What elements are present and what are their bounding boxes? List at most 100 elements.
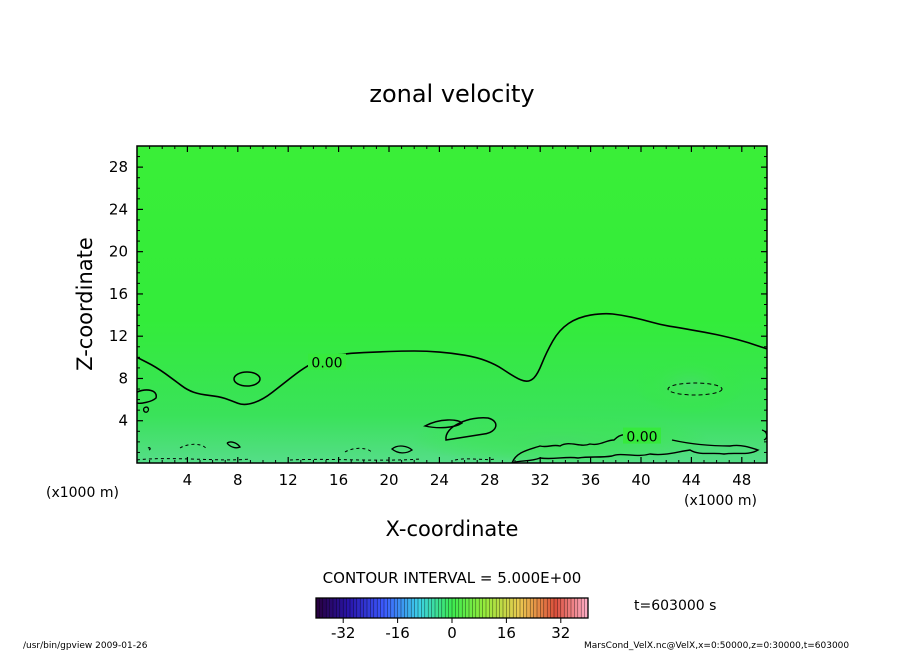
colorbar-cell (367, 598, 371, 618)
contour-line (142, 406, 150, 413)
y-tick-label: 12 (109, 327, 128, 345)
contour-dashed (179, 443, 207, 450)
x-tick-label: 24 (430, 471, 449, 489)
colorbar-cell (407, 598, 412, 618)
colorbar-cell (326, 598, 330, 618)
x-tick-label: 20 (379, 471, 398, 489)
colorbar-ticks: -32 -16 0 16 32 (331, 618, 570, 642)
contour-label-text: 0.00 (626, 430, 657, 446)
colorbar-cell (513, 598, 517, 618)
colorbar-cell (550, 598, 555, 618)
colorbar-cell (418, 598, 422, 618)
colorbar-cell (458, 598, 463, 618)
colorbar-cell (319, 598, 324, 618)
velocity-field (137, 146, 767, 463)
colorbar-cell (486, 598, 490, 618)
contour-label: 0.00 (623, 427, 661, 446)
contour-line (137, 389, 157, 404)
zero-contour-line (137, 312, 767, 406)
colorbar-cell (567, 598, 572, 618)
x-tick-label: 12 (279, 471, 298, 489)
y-tick-label: 16 (109, 285, 128, 303)
colorbar-cell (384, 598, 388, 618)
colorbar-cell (322, 598, 327, 618)
contour-label: 0.00 (308, 353, 346, 372)
colorbar-cell (380, 598, 385, 618)
contour-closed (390, 445, 414, 454)
colorbar-cell (428, 598, 432, 618)
colorbar-cell (373, 598, 378, 618)
y-tick-label: 20 (109, 243, 128, 261)
colorbar-cell (581, 598, 585, 618)
colorbar-cell (397, 598, 402, 618)
y-tick-label: 4 (118, 412, 128, 430)
colorbar-cell (394, 598, 398, 618)
colorbar-cell (574, 598, 579, 618)
colorbar-cell (363, 598, 368, 618)
x-axis: 4 8 12 16 20 24 28 32 36 40 44 48 (149, 146, 755, 489)
contour-dashed (137, 458, 496, 461)
y-axis-label: Z-coordinate (73, 237, 97, 371)
contour-dashed (667, 382, 723, 396)
contour-line (226, 441, 241, 449)
colorbar-cell (424, 598, 429, 618)
contour-dashed (344, 447, 373, 454)
colorbar-cell (584, 598, 589, 618)
colorbar-cell (533, 598, 538, 618)
colorbar-cell (435, 598, 439, 618)
footer-left: /usr/bin/gpview 2009-01-26 (23, 641, 148, 651)
x-unit-label-right: (x1000 m) (684, 493, 757, 509)
y-axis: 4 8 12 16 20 24 28 (109, 156, 767, 453)
x-tick-label: 28 (480, 471, 499, 489)
colorbar-cell (414, 598, 419, 618)
colorbar-cell (329, 598, 334, 618)
colorbar-cell (401, 598, 405, 618)
x-tick-label: 48 (732, 471, 751, 489)
colorbar-cell (438, 598, 443, 618)
colorbar-cell (387, 598, 392, 618)
colorbar-cell (577, 598, 582, 618)
colorbar-cell (452, 598, 456, 618)
x-tick-label: 8 (233, 471, 243, 489)
colorbar-cell (503, 598, 507, 618)
colorbar-cell (479, 598, 483, 618)
colorbar-cell (509, 598, 514, 618)
contour-label-mask (308, 353, 346, 370)
colorbar-cell (404, 598, 409, 618)
contour-label-text: 0.00 (311, 356, 342, 372)
colorbar-cell (343, 598, 347, 618)
colorbar-cell (455, 598, 460, 618)
velocity-field-blob (635, 355, 745, 415)
colorbar-cell (475, 598, 480, 618)
colorbar-cell (441, 598, 446, 618)
colorbar-cell (336, 598, 341, 618)
colorbar-cell (462, 598, 466, 618)
colorbar-cell (523, 598, 528, 618)
colorbar-cell (489, 598, 494, 618)
x-tick-label: 32 (531, 471, 550, 489)
colorbar-cell (445, 598, 449, 618)
colorbar-cell (506, 598, 511, 618)
contour-closed (445, 417, 497, 441)
colorbar-cell (411, 598, 415, 618)
colorbar-cell (360, 598, 364, 618)
colorbar-cell (520, 598, 524, 618)
x-unit-label-left: (x1000 m) (46, 485, 119, 501)
colorbar-cell (496, 598, 500, 618)
colorbar-cell (333, 598, 337, 618)
colorbar-cell (554, 598, 558, 618)
contour-labels: 0.00 0.00 (308, 353, 661, 446)
time-label: t=603000 s (634, 598, 716, 614)
colorbar-tick-label: -16 (385, 624, 410, 642)
colorbar-tick-label: 0 (447, 624, 457, 642)
plot-area (137, 146, 767, 463)
contour-interval-label: CONTOUR INTERVAL = 5.000E+00 (323, 569, 582, 587)
colorbar-cell (492, 598, 497, 618)
colorbar-cell (499, 598, 504, 618)
colorbar-cell (370, 598, 375, 618)
colorbar-cell (448, 598, 453, 618)
footer-right: MarsCond_VelX.nc@VelX,x=0:50000,z=0:3000… (584, 641, 850, 651)
x-tick-label: 16 (329, 471, 348, 489)
x-tick-label: 44 (682, 471, 701, 489)
